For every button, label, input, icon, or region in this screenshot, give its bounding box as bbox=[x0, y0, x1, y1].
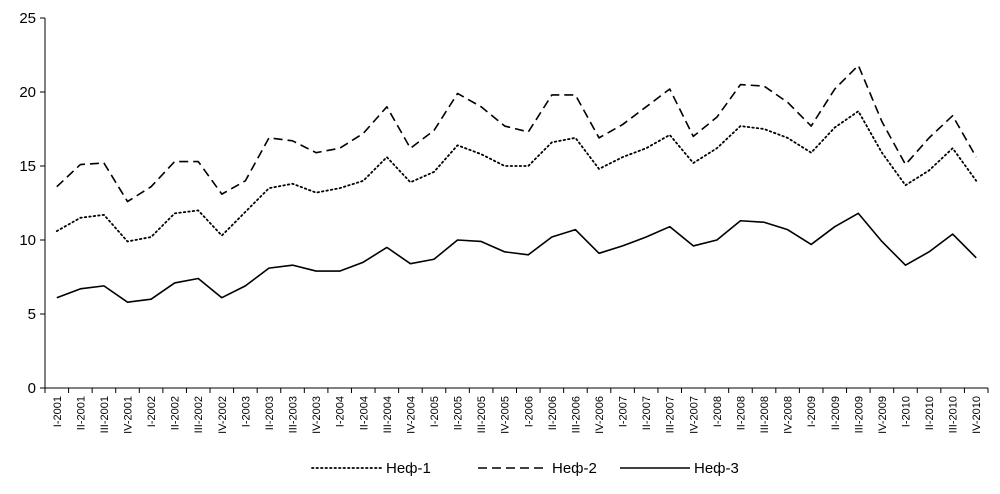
x-tick-label: III-2008 bbox=[759, 396, 771, 433]
x-tick-label: III-2010 bbox=[948, 396, 960, 433]
series-line bbox=[56, 64, 977, 203]
y-tick-label: 5 bbox=[28, 306, 36, 323]
x-tick-label: II-2005 bbox=[453, 396, 465, 430]
series-3 bbox=[56, 212, 977, 303]
x-tick-label: I-2002 bbox=[146, 396, 158, 427]
x-tick-label: III-2009 bbox=[853, 396, 865, 433]
x-tick-label: IV-2010 bbox=[971, 396, 983, 434]
x-tick-label: I-2007 bbox=[618, 396, 630, 427]
x-tick-label: I-2005 bbox=[429, 396, 441, 427]
x-tick-label: III-2003 bbox=[288, 396, 300, 433]
legend-item: Неф-3 bbox=[620, 460, 739, 477]
x-tick-label: I-2008 bbox=[712, 396, 724, 427]
x-tick-label: III-2002 bbox=[193, 396, 205, 433]
legend: Неф-1 Неф-2 Неф-3 bbox=[311, 460, 739, 477]
x-tick-label: IV-2001 bbox=[123, 396, 135, 434]
legend-item: Неф-2 bbox=[478, 460, 597, 477]
x-tick-label: III-2001 bbox=[99, 396, 111, 433]
x-tick-label: II-2001 bbox=[75, 396, 87, 430]
y-axis: 0 5 10 15 20 25 bbox=[19, 10, 46, 397]
y-tick-label: 0 bbox=[28, 380, 36, 397]
x-tick-label: I-2010 bbox=[900, 396, 912, 427]
series-2 bbox=[56, 64, 977, 203]
x-tick-label: II-2009 bbox=[830, 396, 842, 430]
x-tick-label: I-2001 bbox=[52, 396, 64, 427]
y-tick-label: 20 bbox=[19, 84, 36, 101]
x-tick-label: III-2005 bbox=[476, 396, 488, 433]
y-tick-label: 25 bbox=[19, 10, 36, 27]
x-tick-label: II-2002 bbox=[170, 396, 182, 430]
x-tick-label: II-2006 bbox=[547, 396, 559, 430]
x-tick-label: IV-2005 bbox=[500, 396, 512, 434]
x-tick-label: IV-2007 bbox=[688, 396, 700, 434]
x-tick-label: IV-2009 bbox=[877, 396, 889, 434]
x-tick-label: II-2007 bbox=[641, 396, 653, 430]
series-layer bbox=[55, 64, 978, 303]
series-line bbox=[56, 212, 977, 303]
legend-label: Неф-1 bbox=[386, 460, 431, 477]
legend-item: Неф-1 bbox=[311, 460, 431, 477]
x-tick-label: I-2003 bbox=[240, 396, 252, 427]
x-axis: I-2001 II-2001 III-2001 IV-2001 I-2002 II-200… bbox=[44, 387, 989, 434]
legend-label: Неф-3 bbox=[694, 460, 739, 477]
x-tick-label: I-2004 bbox=[335, 396, 347, 427]
x-tick-label: IV-2004 bbox=[405, 396, 417, 434]
x-tick-label: IV-2003 bbox=[311, 396, 323, 434]
x-tick-label: III-2004 bbox=[382, 396, 394, 433]
x-tick-label: I-2006 bbox=[523, 396, 535, 427]
x-tick-label: IV-2008 bbox=[783, 396, 795, 434]
x-tick-label: II-2003 bbox=[264, 396, 276, 430]
x-tick-label: II-2010 bbox=[924, 396, 936, 430]
x-tick-label: IV-2002 bbox=[217, 396, 229, 434]
legend-label: Неф-2 bbox=[552, 460, 597, 477]
x-tick-label: III-2007 bbox=[665, 396, 677, 433]
y-tick-label: 10 bbox=[19, 232, 36, 249]
x-tick-label: I-2009 bbox=[806, 396, 818, 427]
x-tick-label: III-2006 bbox=[570, 396, 582, 433]
x-tick-label: II-2008 bbox=[735, 396, 747, 430]
series-1 bbox=[55, 110, 978, 243]
x-tick-label: IV-2006 bbox=[594, 396, 606, 434]
y-tick-label: 15 bbox=[19, 158, 36, 175]
x-tick-label: II-2004 bbox=[358, 396, 370, 430]
series-line bbox=[55, 110, 978, 243]
